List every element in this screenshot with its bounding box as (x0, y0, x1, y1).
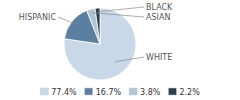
annotation: BLACK (146, 3, 173, 12)
legend-item: 3.8% (129, 88, 161, 97)
legend-item: 16.7% (85, 88, 122, 97)
annotation: WHITE (146, 53, 172, 62)
legend-label: 3.8% (140, 88, 161, 97)
annotation: HISPANIC (19, 13, 57, 22)
legend-swatch (85, 88, 93, 95)
legend-swatch (40, 88, 48, 95)
leader-line (58, 17, 75, 24)
legend-item: 77.4% (40, 88, 77, 97)
annotations: WHITE HISPANIC ASIANBLACK (19, 3, 173, 62)
leader-line (98, 7, 144, 12)
pie-slice (64, 8, 136, 80)
legend-swatch (129, 88, 137, 95)
legend-label: 16.7% (96, 88, 122, 97)
leader-line (115, 57, 144, 62)
chart: WHITE HISPANIC ASIANBLACK 77.4% 16.7% 3.8% 2.2… (0, 0, 240, 100)
legend-item: 2.2% (168, 88, 200, 97)
pie-slice (87, 8, 100, 44)
legend: 77.4% 16.7% 3.8% 2.2% (40, 88, 200, 97)
legend-label: 2.2% (179, 88, 200, 97)
annotation: ASIAN (146, 13, 170, 22)
legend-label: 77.4% (51, 88, 77, 97)
pie (64, 8, 136, 80)
leader-line (92, 13, 144, 17)
legend-swatch (168, 88, 176, 95)
